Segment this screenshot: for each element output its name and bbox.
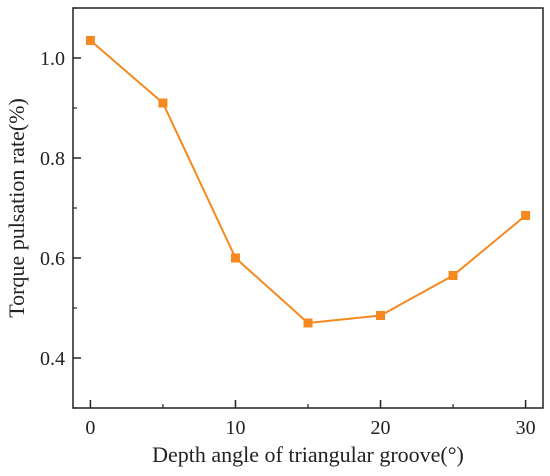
data-series	[85, 36, 531, 328]
data-point-marker	[230, 253, 240, 263]
axis-tick-labels: 0 10 20 30 0.4 0.6 0.8 1.0	[40, 48, 536, 439]
y-tick-label: 0.8	[40, 148, 65, 170]
x-axis-title: Depth angle of triangular groove(°)	[152, 442, 464, 467]
x-tick-label: 10	[225, 417, 245, 439]
data-point-marker	[85, 36, 95, 45]
data-point-marker	[521, 211, 531, 220]
series-line	[89, 39, 527, 325]
y-axis-title: Torque pulsation rate(%)	[4, 98, 29, 318]
data-point-marker	[376, 311, 386, 320]
plot-frame	[72, 7, 544, 409]
x-tick-label: 30	[516, 417, 536, 439]
y-tick-label: 1.0	[40, 48, 65, 70]
data-point-marker	[158, 98, 168, 108]
y-tick-label: 0.4	[40, 348, 65, 370]
x-tick-label: 20	[371, 417, 391, 439]
data-point-marker	[303, 318, 313, 328]
y-tick-label: 0.6	[40, 248, 65, 270]
x-tick-label: 0	[85, 417, 95, 439]
data-point-marker	[448, 271, 458, 280]
axis-ticks	[73, 7, 527, 409]
